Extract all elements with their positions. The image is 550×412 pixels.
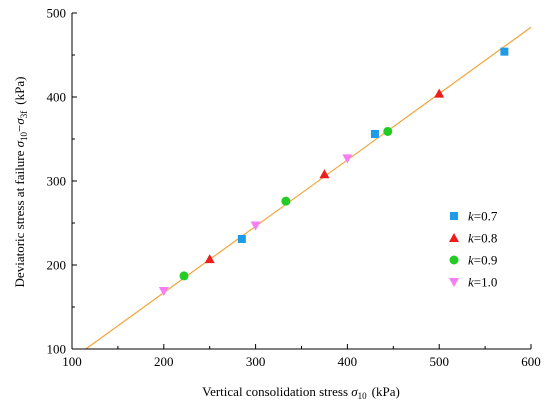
data-point xyxy=(434,88,445,98)
legend-item: k=0.9 xyxy=(449,253,497,268)
data-point xyxy=(319,169,330,179)
data-point xyxy=(237,234,246,243)
y-tick-label: 500 xyxy=(47,6,67,21)
legend-item: k=0.7 xyxy=(450,209,498,224)
y-tick-label: 300 xyxy=(47,174,67,189)
series-3 xyxy=(158,154,353,297)
data-point xyxy=(500,47,509,56)
legend-marker xyxy=(449,233,459,242)
legend: k=0.7 k=0.8 k=0.9 k=1.0 xyxy=(449,209,498,290)
fit-line xyxy=(85,26,532,350)
x-tick-label: 500 xyxy=(429,354,449,369)
data-point xyxy=(158,287,169,297)
x-tick-label: 400 xyxy=(338,354,358,369)
data-point xyxy=(342,154,353,164)
x-tick-label: 300 xyxy=(246,354,266,369)
data-point xyxy=(250,221,261,231)
legend-marker xyxy=(450,212,458,220)
series-0 xyxy=(237,47,509,243)
series-2 xyxy=(179,126,393,281)
y-tick-label: 100 xyxy=(47,342,67,357)
x-axis-title: Vertical consolidation stress σ10 (kPa) xyxy=(202,384,400,401)
series-1 xyxy=(204,88,445,264)
x-tick-label: 200 xyxy=(154,354,174,369)
x-tick-label: 100 xyxy=(62,354,82,369)
legend-item: k=0.8 xyxy=(449,231,497,246)
legend-marker xyxy=(449,278,459,287)
y-axis-title: Deviatoric stress at failure σ10−σ3f(kPa… xyxy=(12,77,29,288)
legend-item: k=1.0 xyxy=(449,275,497,290)
x-tick-label: 600 xyxy=(521,354,541,369)
legend-marker xyxy=(449,255,459,265)
legend-label: k=0.9 xyxy=(468,253,497,268)
data-point xyxy=(179,271,189,281)
y-tick-label: 200 xyxy=(47,258,67,273)
legend-label: k=1.0 xyxy=(468,275,497,290)
data-point xyxy=(383,126,393,136)
legend-label: k=0.8 xyxy=(468,231,497,246)
data-point xyxy=(281,196,291,206)
data-point xyxy=(204,254,215,264)
data-point xyxy=(370,129,379,138)
legend-label: k=0.7 xyxy=(468,209,498,224)
y-tick-label: 400 xyxy=(47,90,67,105)
